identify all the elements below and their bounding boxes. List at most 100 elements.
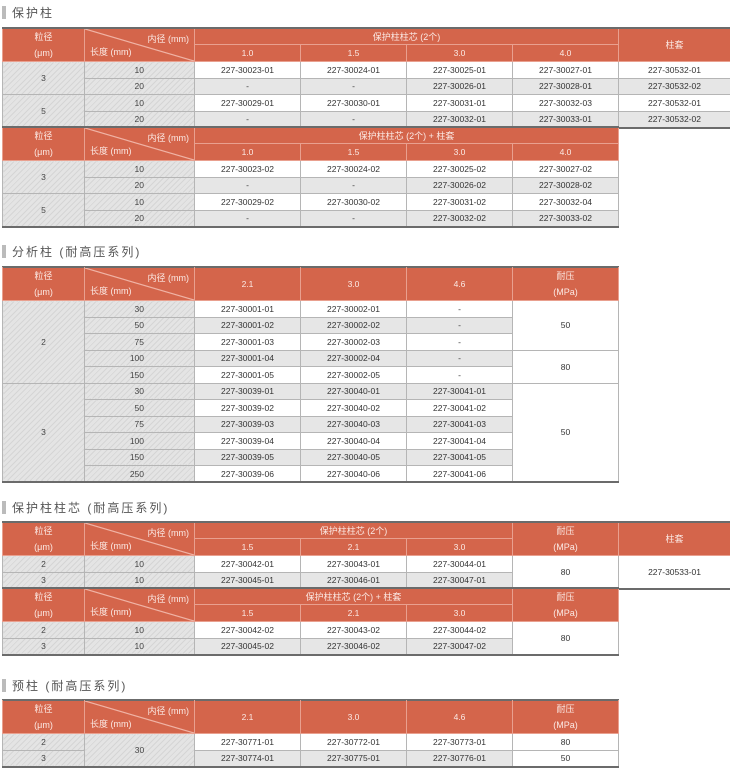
part-number-cell: 227-30032-02 [406, 209, 513, 227]
length-cell: 150 [84, 448, 195, 466]
pressure-cell: 80 [512, 349, 619, 384]
table-row: 100 227-30001-04 227-30002-04-80 [3, 349, 619, 384]
part-number-cell: 227-30041-03 [406, 415, 513, 433]
pressure-cell: 50 [512, 300, 619, 351]
inner-diameter-col-header: 2.1 [194, 699, 301, 734]
diagonal-divider [85, 268, 194, 300]
table-row: 3 30 227-30039-01 227-30040-01 227-30041-01 5… [2, 382, 619, 483]
part-number-cell: - [406, 333, 513, 351]
part-number-cell: 227-30773-01 [406, 733, 513, 751]
part-number-cell: 227-30001-05 [194, 366, 301, 384]
part-number-cell: 227-30031-01 [406, 94, 513, 112]
pressure-header: 耐压 (MPa) [512, 521, 620, 556]
diagonal-divider [85, 701, 194, 733]
extra-header-unit: (MPa) [553, 608, 578, 618]
diagonal-divider [85, 589, 194, 621]
inner-diameter-col-header: 3.0 [300, 266, 407, 301]
sleeve-cell: 227-30532-02 [618, 110, 730, 128]
part-number-cell: 227-30040-02 [300, 399, 407, 417]
part-number-cell: 227-30031-02 [406, 193, 513, 211]
section-title: 预柱 (耐高压系列) [2, 677, 127, 693]
sleeve-cell: 227-30532-01 [618, 94, 730, 112]
diagonal-header: 内径 (mm) 长度 (mm) [84, 521, 195, 556]
particle-size-cell: 2 [2, 300, 85, 384]
table-row: 5 10 227-30029-02 227-30030-02 227-30031-02 2… [2, 193, 620, 227]
extra-header-label: 耐压 [556, 526, 575, 536]
particle-size-header: 粒径 (μm) [2, 587, 85, 622]
inner-diameter-col-header: 4.0 [511, 142, 620, 162]
sleeve-cell: 227-30532-02 [618, 77, 730, 95]
section-marker-icon [2, 678, 6, 692]
inner-diameter-col-header: 3.0 [405, 537, 514, 557]
part-number-cell: 227-30046-01 [300, 571, 407, 589]
part-number-cell: - [194, 176, 301, 194]
inner-diameter-col-header: 2.1 [300, 603, 407, 623]
part-number-cell: 227-30042-01 [194, 555, 301, 573]
particle-size-unit: (μm) [34, 542, 53, 552]
inner-diameter-col-header: 1.5 [300, 43, 407, 63]
part-number-cell: 227-30027-01 [511, 61, 620, 79]
particle-size-header: 粒径 (μm) [2, 27, 85, 62]
diagonal-header: 内径 (mm) 长度 (mm) [84, 27, 195, 62]
part-number-cell: 227-30028-02 [511, 176, 620, 194]
pressure-cell: 50 [512, 749, 619, 767]
inner-diameter-label: 内径 (mm) [147, 594, 190, 604]
particle-size-cell: 3 [2, 61, 85, 95]
part-number-cell: 227-30044-02 [405, 621, 514, 639]
particle-size-cell: 2 [2, 733, 85, 751]
length-cell: 100 [84, 432, 195, 450]
part-number-cell: 227-30775-01 [300, 749, 407, 767]
table-row: 2 10 227-30042-02 227-30043-02 227-30044-02 8… [2, 621, 620, 655]
section-title: 保护柱柱芯 (耐高压系列) [2, 499, 169, 515]
part-number-cell: 227-30045-02 [194, 637, 301, 655]
part-number-cell: - [406, 366, 513, 384]
length-cell: 50 [84, 399, 195, 417]
table-row: 3 10 227-30023-01 227-30024-01 227-30025-01 2… [2, 61, 730, 95]
length-cell: 10 [84, 621, 195, 639]
part-number-cell: - [300, 176, 407, 194]
pressure-cell: 80 [512, 555, 620, 589]
part-number-cell: 227-30039-04 [194, 432, 301, 450]
particle-size-header: 粒径 (μm) [2, 521, 85, 556]
sleeve-header: 柱套 [618, 521, 730, 556]
length-cell: 100 [84, 349, 195, 367]
particle-size-cell: 5 [2, 94, 85, 128]
part-number-cell: 227-30025-01 [406, 61, 513, 79]
table-row: 100 227-30039-04 227-30040-04 227-30041-04 [3, 432, 619, 450]
part-number-cell: 227-30032-01 [406, 110, 513, 128]
part-number-cell: 227-30023-02 [194, 160, 301, 178]
section-marker-icon [2, 5, 6, 19]
part-number-cell: 227-30039-03 [194, 415, 301, 433]
length-cell: 30 [84, 382, 195, 400]
part-number-cell: 227-30001-01 [194, 300, 301, 318]
inner-diameter-label: 内径 (mm) [147, 34, 190, 44]
table-row: 3 10 227-30045-02 227-30046-02 227-30047-02 [2, 637, 619, 655]
inner-diameter-col-header: 3.0 [406, 142, 513, 162]
part-number-cell: 227-30033-02 [511, 209, 620, 227]
part-number-cell: 227-30040-05 [300, 448, 407, 466]
length-label: 长度 (mm) [90, 146, 132, 156]
part-number-cell: 227-30029-02 [194, 193, 301, 211]
section-title-text: 保护柱柱芯 (耐高压系列) [12, 500, 170, 515]
length-cell: 10 [84, 571, 195, 589]
section-title-text: 预柱 (耐高压系列) [12, 678, 128, 693]
part-number-cell: 227-30024-02 [300, 160, 407, 178]
part-number-cell: 227-30026-02 [406, 176, 513, 194]
part-number-cell: 227-30042-02 [194, 621, 301, 639]
particle-size-cell: 3 [2, 571, 85, 589]
part-number-cell: 227-30039-02 [194, 399, 301, 417]
particle-size-label: 粒径 [34, 271, 53, 281]
part-number-cell: 227-30045-01 [194, 571, 301, 589]
product-table: 粒径 (μm) 内径 (mm) 长度 (mm) 保护柱柱芯 (2个) 耐压 (MPa) 柱套 1… [2, 521, 730, 590]
product-table: 粒径 (μm) 内径 (mm) 长度 (mm) 保护柱柱芯 (2个) + 柱套 1.0 1.… [2, 126, 620, 228]
group-header: 保护柱柱芯 (2个) + 柱套 [193, 587, 514, 605]
part-number-cell: 227-30041-05 [406, 448, 513, 466]
particle-size-unit: (μm) [34, 48, 53, 58]
inner-diameter-col-header: 1.5 [194, 603, 301, 623]
part-number-cell: 227-30002-01 [300, 300, 407, 318]
table-row: 50 227-30039-02 227-30040-02 227-30041-02 [3, 399, 619, 417]
part-number-cell: 227-30043-01 [300, 555, 407, 573]
part-number-cell: 227-30771-01 [194, 733, 301, 751]
part-number-cell: 227-30030-02 [300, 193, 407, 211]
sleeve-cell: 227-30533-01 [618, 555, 730, 589]
